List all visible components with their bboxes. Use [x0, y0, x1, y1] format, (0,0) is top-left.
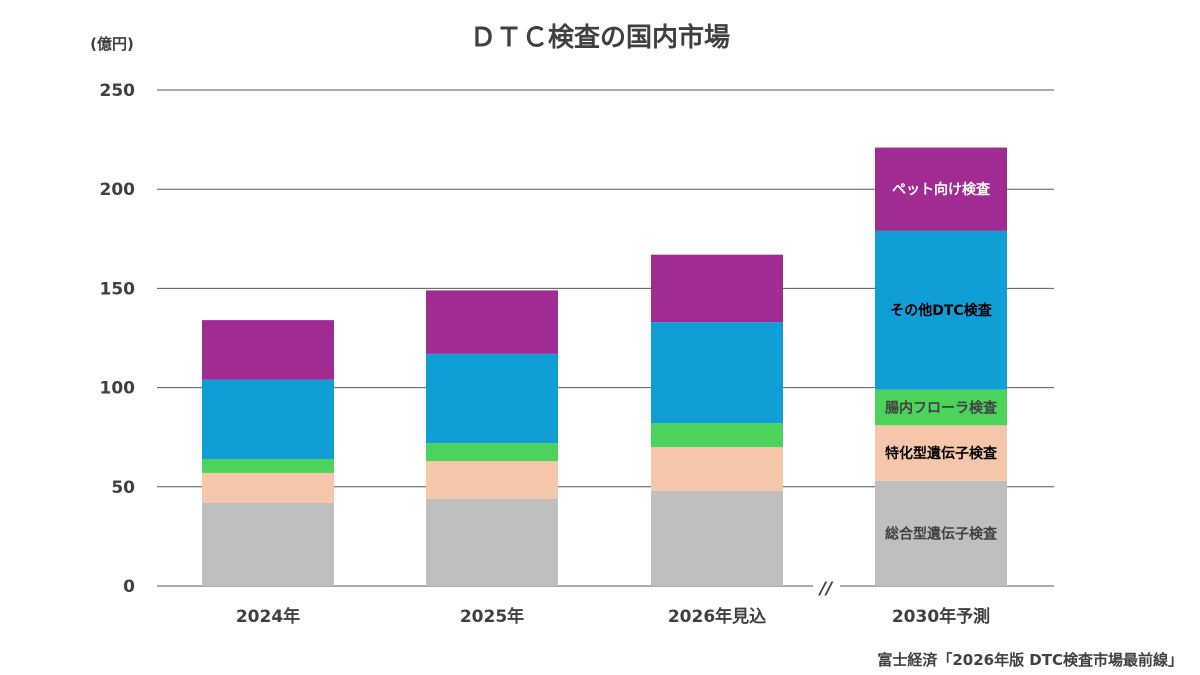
x-tick-label: 2025年	[460, 606, 524, 627]
bar-segment	[202, 502, 334, 586]
y-axis-ticks: 0 50 100 150 200 250	[100, 81, 136, 597]
bar-segment	[875, 425, 1007, 481]
bar-segment	[875, 147, 1007, 231]
bar-stack	[202, 320, 334, 586]
bar-stack	[426, 290, 558, 586]
y-tick-label: 0	[123, 577, 135, 597]
bar-segment	[875, 480, 1007, 586]
chart-title: ＤＴＣ検査の国内市場	[470, 22, 730, 53]
segment-label: 腸内フローラ検査	[885, 399, 998, 416]
segment-label: 総合型遺伝子検査	[885, 525, 998, 542]
segment-label: その他DTC検査	[890, 302, 992, 319]
y-tick-label: 100	[100, 379, 136, 399]
x-axis-ticks: 2024年 2025年 2026年見込 2030年予測	[236, 606, 990, 627]
y-tick-label: 250	[100, 81, 136, 101]
bar-segment	[651, 423, 783, 448]
segment-label: 特化型遺伝子検査	[885, 445, 998, 462]
bar-segment	[651, 254, 783, 323]
y-axis-unit-label: (億円)	[90, 35, 134, 53]
bar-segment	[202, 459, 334, 473]
bar-segment	[426, 498, 558, 586]
bar-segment	[651, 322, 783, 424]
bar-stack	[651, 254, 783, 586]
segment-label: ペット向け検査	[892, 181, 991, 198]
x-tick-label: 2024年	[236, 606, 300, 627]
bar-segment	[202, 379, 334, 460]
y-tick-label: 200	[100, 180, 136, 200]
bar-segment	[651, 490, 783, 586]
bar-segment	[202, 320, 334, 380]
bar-segment	[426, 353, 558, 444]
x-tick-label: 2026年見込	[668, 606, 766, 627]
bar-segment	[202, 472, 334, 503]
x-tick-label: 2030年予測	[892, 606, 990, 627]
bar-segment	[651, 447, 783, 491]
bar-segment	[426, 461, 558, 499]
y-tick-label: 150	[100, 279, 136, 299]
y-tick-label: 50	[111, 478, 135, 498]
bar-segment	[426, 443, 558, 462]
bar-segment	[875, 389, 1007, 426]
bar-segment	[875, 230, 1007, 390]
source-note: 富士経済「2026年版 DTC検査市場最前線」	[877, 651, 1183, 669]
bar-segment	[426, 290, 558, 354]
axis-break-mark: //	[818, 579, 834, 599]
